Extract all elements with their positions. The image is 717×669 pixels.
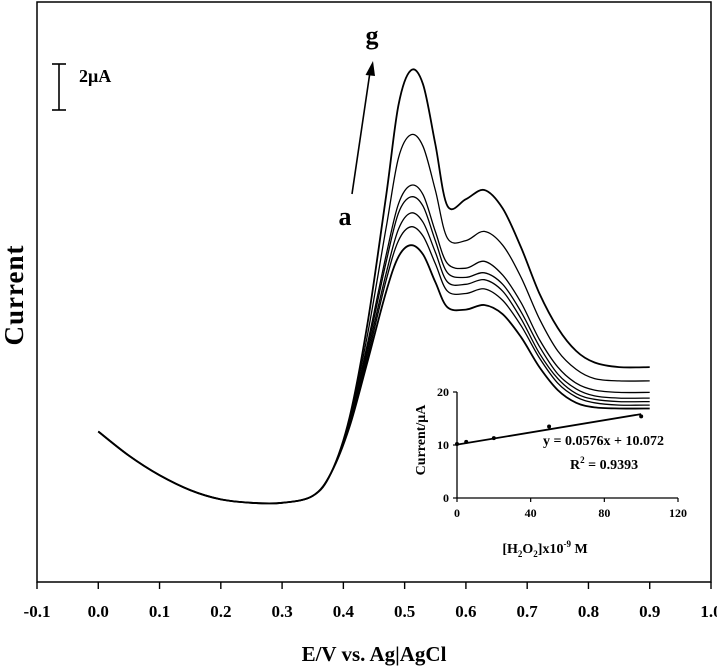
x-tick-label: 1.0 [700,602,717,621]
curve-c [97,212,650,505]
x-tick-label: 0.6 [455,602,476,621]
inset-x-tick-label: 80 [598,506,610,520]
inset-x-tick-label: 0 [454,506,460,520]
inset-x-tick-label: 120 [669,506,687,520]
x-tick-label: 0.9 [639,602,660,621]
x-axis-title: E/V vs. Ag|AgCl [302,642,447,666]
inset-data-point [547,424,552,429]
inset-data-point [455,441,459,446]
x-tick-label: 0.4 [333,602,355,621]
inset-points [455,414,644,446]
inset-data-point [464,439,469,444]
inset-x-title: [H2O2]x10-9 M [502,539,587,559]
main-plot-frame [36,1,712,583]
arrow-a-to-g [351,61,375,195]
inset-y-title: Current/μA [414,404,429,476]
inset-x-tick-label: 40 [525,506,537,520]
x-tick-label: 0.3 [271,602,292,621]
x-tick-label: 0.5 [394,602,415,621]
curve-g [97,68,650,505]
curve-label-g: g [366,21,379,50]
scale-bar: 2μA [52,63,111,111]
x-tick-label: 0.7 [517,602,539,621]
x-tick-label: 0.8 [578,602,599,621]
curve-label-a: a [339,202,352,231]
x-axis-ticks: -0.1 0.0 0.1 0.2 0.3 0.4 0.5 0.6 0.7 0.8 0.9 1.0 [24,582,717,621]
curves-group [97,68,650,505]
curve-b [97,226,650,505]
scale-bar-label: 2μA [79,66,111,86]
inset-data-point [639,414,644,419]
curve-e [97,184,650,505]
inset-r-squared: R2 = 0.9393 [570,455,638,473]
inset-data-point [491,436,496,441]
y-axis-title: Current [0,245,29,346]
inset-y-tick-label: 0 [443,491,449,505]
inset-fit-equation: y = 0.0576x + 10.072 [543,434,664,449]
inset-y-tick-label: 20 [437,385,449,399]
inset-calibration-plot: 0 40 80 120 0 10 20 Current/μA [H2O2]x10-9 M y… [414,385,687,559]
inset-fit-line [456,413,642,446]
inset-y-tick-label: 10 [437,438,449,452]
inset-ticks: 0 40 80 120 0 10 20 [437,385,687,520]
x-tick-label: 0.0 [88,602,109,621]
curve-d [97,196,650,505]
x-tick-label: 0.1 [149,602,170,621]
x-tick-label: 0.2 [210,602,231,621]
x-tick-label: -0.1 [24,602,51,621]
